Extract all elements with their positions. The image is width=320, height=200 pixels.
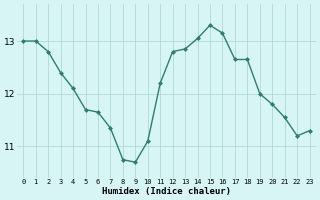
X-axis label: Humidex (Indice chaleur): Humidex (Indice chaleur) — [102, 187, 231, 196]
